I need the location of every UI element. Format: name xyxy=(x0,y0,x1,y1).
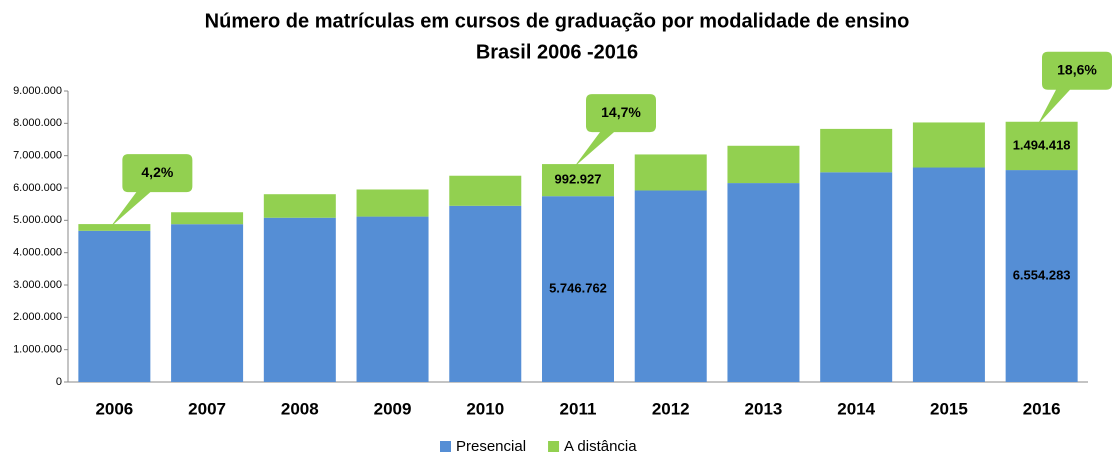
y-tick-label: 1.000.000 xyxy=(13,344,62,356)
legend-swatch xyxy=(440,441,451,452)
data-label: 1.494.418 xyxy=(1013,137,1071,152)
y-tick-label: 7.000.000 xyxy=(13,150,62,162)
x-tick-label: 2008 xyxy=(281,399,319,418)
bar-segment xyxy=(171,212,244,225)
bar-segment xyxy=(820,128,893,173)
bar-segment xyxy=(356,216,429,382)
x-tick-label: 2011 xyxy=(560,399,597,418)
y-tick-label: 4.000.000 xyxy=(13,247,62,259)
annotation: 18,6% xyxy=(1057,61,1097,77)
bar-segment xyxy=(78,230,151,382)
data-label: 6.554.283 xyxy=(1013,267,1071,282)
data-label: 992.927 xyxy=(555,172,602,187)
annotation: 4,2% xyxy=(141,164,173,180)
chart-subtitle: Brasil 2006 -2016 xyxy=(476,41,638,63)
x-tick-label: 2013 xyxy=(745,399,783,418)
bar-segment xyxy=(171,224,244,382)
y-tick-label: 0 xyxy=(56,376,62,388)
bar-segment xyxy=(1005,170,1078,382)
y-tick-label: 2.000.000 xyxy=(13,311,62,323)
x-tick-label: 2007 xyxy=(188,399,226,418)
bar-segment xyxy=(1005,121,1078,171)
legend-label: Presencial xyxy=(456,438,526,455)
bar-segment xyxy=(820,172,893,382)
data-label: 5.746.762 xyxy=(549,281,607,296)
bar-segment xyxy=(449,175,522,206)
x-tick-label: 2015 xyxy=(930,399,968,418)
y-tick-label: 5.000.000 xyxy=(13,214,62,226)
callout xyxy=(1037,51,1112,125)
x-tick-label: 2016 xyxy=(1023,399,1061,418)
x-tick-label: 2009 xyxy=(374,399,412,418)
bar-segment xyxy=(727,145,800,184)
bar-segment xyxy=(449,205,522,382)
bar-segment xyxy=(634,190,707,382)
x-tick-label: 2014 xyxy=(837,399,875,418)
x-tick-label: 2006 xyxy=(95,399,133,418)
y-tick-label: 8.000.000 xyxy=(13,117,62,129)
bar-segment xyxy=(263,217,336,382)
bar-segment xyxy=(727,183,800,382)
bar-segment xyxy=(542,164,614,197)
annotation: 14,7% xyxy=(601,104,641,120)
bar-segment xyxy=(912,122,985,168)
x-tick-label: 2012 xyxy=(652,399,690,418)
bar-segment xyxy=(263,194,336,218)
bar-segment xyxy=(356,189,429,217)
bar-segment xyxy=(78,224,151,231)
chart-title: Número de matrículas em cursos de gradua… xyxy=(205,10,910,32)
bar-segment xyxy=(634,154,707,191)
x-tick-label: 2010 xyxy=(466,399,504,418)
bar-segment xyxy=(542,196,614,382)
callout xyxy=(574,94,656,168)
y-tick-label: 3.000.000 xyxy=(13,279,62,291)
bar-segment xyxy=(912,167,985,382)
y-tick-label: 6.000.000 xyxy=(13,182,62,194)
legend-label: A distância xyxy=(564,438,637,455)
legend-swatch xyxy=(548,441,560,452)
callout xyxy=(110,154,193,228)
y-tick-label: 9.000.000 xyxy=(13,85,62,97)
